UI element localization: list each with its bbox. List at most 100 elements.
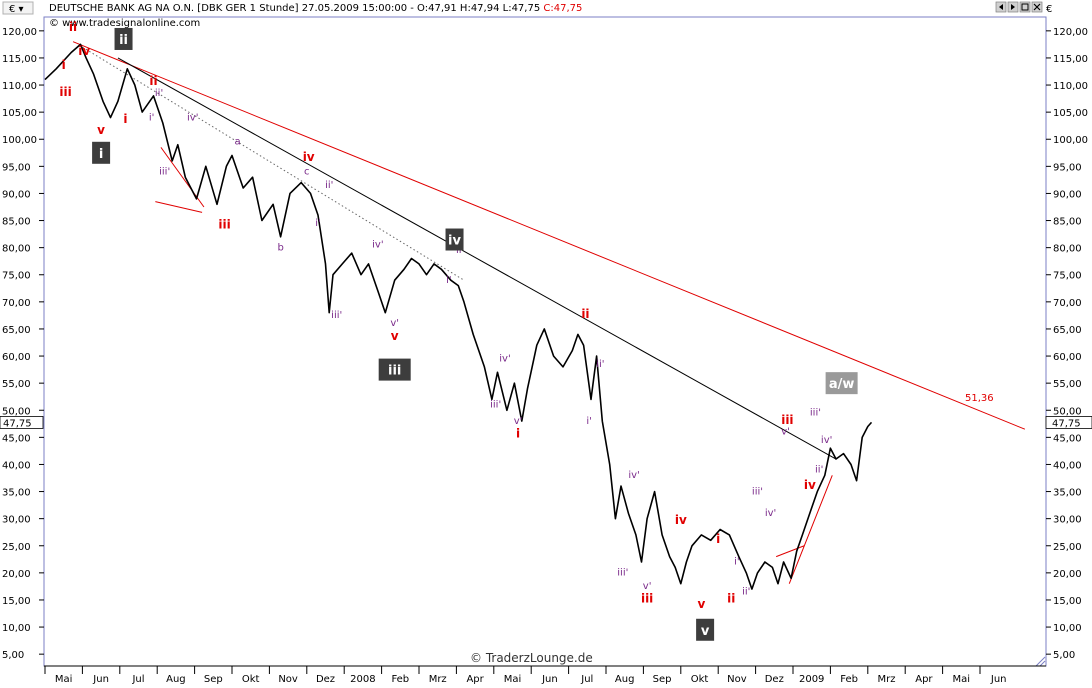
y-tick-label-right: 120,00 (1053, 27, 1088, 38)
x-tick-label: Jun (541, 674, 558, 685)
y-tick-label-right: 75,00 (1053, 271, 1082, 282)
euro-menu-icon[interactable]: € ▾ (9, 4, 24, 15)
close-price: C:47,75 (543, 3, 582, 14)
last-price-left-label: 47,75 (3, 418, 32, 429)
wave-label: iii' (617, 568, 628, 579)
wave-label: ii (727, 592, 735, 606)
wave-label: b (277, 242, 283, 253)
y-tick-label-left: 95,00 (2, 162, 31, 173)
wave-label: ii (581, 307, 589, 321)
wave-label: i' (734, 557, 740, 568)
x-tick-label: 2009 (799, 674, 824, 685)
black-trendline (117, 57, 837, 460)
fit-icon[interactable] (1019, 1, 1031, 13)
x-tick-label: 2008 (350, 674, 375, 685)
y-tick-label-right: 50,00 (1053, 406, 1082, 417)
y-tick-label-right: 10,00 (1053, 623, 1082, 634)
wave-box-label: v (701, 624, 710, 639)
wave-label: i (123, 112, 127, 126)
y-tick-label-left: 85,00 (2, 217, 31, 228)
x-tick-label: Nov (278, 674, 298, 685)
x-tick-label: Feb (391, 674, 409, 685)
wave-label: ii' (815, 465, 823, 476)
instrument-info: DEUTSCHE BANK AG NA O.N. [DBK GER 1 Stun… (49, 3, 582, 14)
wave-label: ii' (155, 88, 163, 99)
y-tick-label-right: 30,00 (1053, 515, 1082, 526)
wave-label: i' (586, 416, 592, 427)
wave-box (92, 141, 111, 164)
y-tick-label-left: 45,00 (2, 433, 31, 444)
wave-label: i' (446, 275, 452, 286)
wave-label: iv (804, 478, 816, 492)
price-line (44, 43, 873, 590)
y-tick-label-right: 90,00 (1053, 189, 1082, 200)
wave-label: ii' (325, 180, 333, 191)
wave-label: ii' (596, 359, 604, 370)
y-tick-label-right: 20,00 (1053, 569, 1082, 580)
x-tick-label: Apr (915, 674, 933, 685)
price-series (44, 43, 873, 590)
y-tick-label-left: 15,00 (2, 596, 31, 607)
wave-box (825, 372, 858, 395)
resize-handle-icon[interactable] (1035, 656, 1046, 667)
wave-label: iii' (331, 310, 342, 321)
wave-label: iii (218, 218, 230, 232)
wave-box (114, 27, 133, 50)
wave-label: iv (675, 513, 687, 527)
y-tick-label-left: 35,00 (2, 488, 31, 499)
y-tick-label-left: 70,00 (2, 298, 31, 309)
wave-box (378, 358, 411, 381)
y-tick-label-right: 105,00 (1053, 108, 1088, 119)
wave-label: i' (149, 112, 155, 123)
wave-label: iv' (765, 508, 776, 519)
dotted-guide (82, 46, 465, 281)
x-tick-label: Aug (615, 674, 635, 685)
x-tick-label: Jul (131, 674, 144, 685)
euro-menu-right-icon[interactable]: € (1046, 4, 1052, 15)
wave-box-label: ii (119, 33, 128, 48)
wave-label: i (516, 426, 520, 440)
wave-box-label: iv (448, 234, 461, 249)
wave-box-label: iii (388, 364, 401, 379)
x-tick-label: Mai (953, 674, 971, 685)
y-tick-label-right: 55,00 (1053, 379, 1082, 390)
y-tick-label-left: 90,00 (2, 189, 31, 200)
wave-label: iv (78, 44, 90, 58)
wave-label: iii' (810, 408, 821, 419)
x-tick-label: Apr (466, 674, 484, 685)
y-tick-label-left: 55,00 (2, 379, 31, 390)
y-tick-label-right: 100,00 (1053, 135, 1088, 146)
close-glyph (1033, 3, 1041, 11)
right-arrow-glyph (1011, 4, 1015, 10)
wave-box-label: i (99, 147, 103, 162)
x-tick-label: Feb (840, 674, 858, 685)
wave-label: iv (303, 150, 315, 164)
wave-label: iv' (187, 112, 198, 123)
y-axes: 5,00 5,00 10,00 10,00 15,00 15,00 20,00 20,00 25… (2, 27, 1088, 661)
y-tick-label-right: 85,00 (1053, 217, 1082, 228)
y-tick-label-left: 65,00 (2, 325, 31, 336)
y-tick-label-left: 30,00 (2, 515, 31, 526)
wave-label: v' (643, 581, 652, 592)
menu-button[interactable] (2, 1, 34, 15)
wave-label: ii (69, 20, 77, 34)
red-wedge-line-1 (155, 201, 203, 213)
fit-glyph (1021, 3, 1029, 11)
y-tick-label-left: 5,00 (2, 650, 24, 661)
y-tick-label-right: 25,00 (1053, 542, 1082, 553)
nav-icons (995, 1, 1043, 13)
y-tick-label-left: 120,00 (2, 27, 37, 38)
y-tick-label-right: 70,00 (1053, 298, 1082, 309)
y-tick-label-left: 75,00 (2, 271, 31, 282)
y-tick-label-left: 50,00 (2, 406, 31, 417)
x-tick-label: Dez (316, 674, 335, 685)
wave-label: iv' (372, 240, 383, 251)
red-rising-line (788, 475, 833, 584)
wave-label: iii' (752, 486, 763, 497)
header-bar: € ▾ DEUTSCHE BANK AG NA O.N. [DBK GER 1 … (0, 0, 1092, 29)
left-arrow-glyph (999, 4, 1003, 10)
x-tick-label: Mrz (878, 674, 896, 685)
x-tick-label: Sep (653, 674, 672, 685)
